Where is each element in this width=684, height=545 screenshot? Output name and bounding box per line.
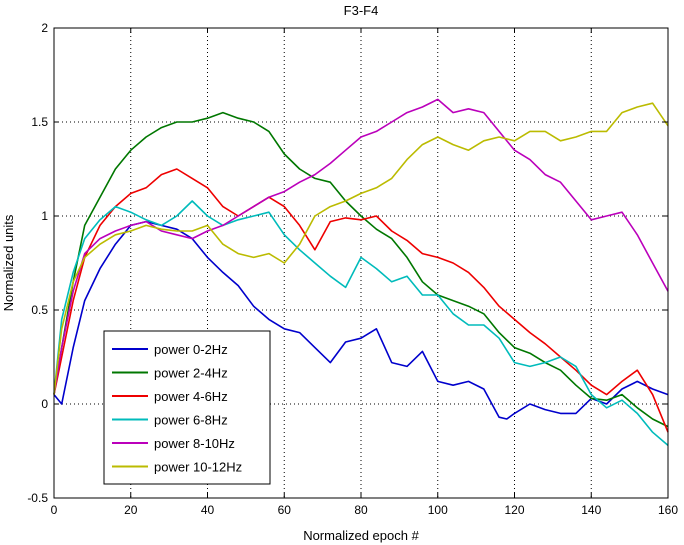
- y-tick-label: 1: [41, 209, 48, 223]
- y-tick-label: 0: [41, 397, 48, 411]
- legend-label: power 8-10Hz: [154, 436, 235, 451]
- legend-box: [103, 330, 271, 485]
- legend-label: power 10-12Hz: [154, 460, 242, 475]
- series-line: [53, 200, 669, 447]
- y-tick-label: -0.5: [27, 491, 48, 505]
- y-axis-label: Normalized units: [1, 214, 16, 311]
- x-tick-label: 120: [504, 503, 524, 517]
- axis-ticks: 0 20 40 60 80 100 120 140 160-0.500.511.52: [27, 21, 678, 517]
- x-tick-label: 160: [658, 503, 678, 517]
- x-tick-label: 0: [51, 503, 58, 517]
- x-axis-label: Normalized epoch #: [303, 528, 419, 543]
- series-line: [53, 111, 669, 428]
- legend-label: power 0-2Hz: [154, 342, 228, 357]
- x-tick-label: 140: [581, 503, 601, 517]
- y-tick-label: 0.5: [31, 303, 48, 317]
- y-tick-label: 2: [41, 21, 48, 35]
- x-tick-label: 80: [354, 503, 368, 517]
- legend-label: power 6-8Hz: [154, 413, 228, 428]
- y-tick-label: 1.5: [31, 115, 48, 129]
- series-line: [53, 98, 669, 395]
- x-tick-label: 40: [201, 503, 215, 517]
- chart-title: F3-F4: [344, 3, 379, 18]
- series-line: [53, 102, 669, 395]
- x-tick-label: 100: [428, 503, 448, 517]
- series-lines: [53, 98, 669, 447]
- x-tick-label: 20: [124, 503, 138, 517]
- legend-label: power 2-4Hz: [154, 366, 228, 381]
- legend-label: power 4-6Hz: [154, 389, 228, 404]
- x-tick-label: 60: [278, 503, 292, 517]
- legend: power 0-2Hz power 2-4Hz power 4-6Hz power 6…: [103, 330, 271, 485]
